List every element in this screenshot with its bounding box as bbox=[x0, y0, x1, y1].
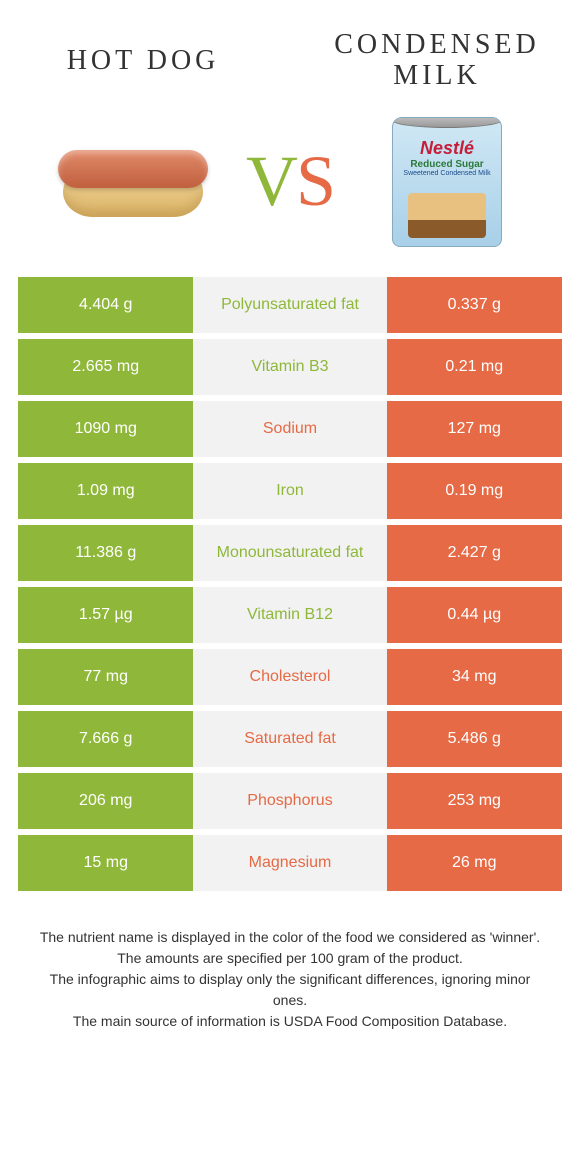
table-row: 206 mgPhosphorus253 mg bbox=[18, 773, 562, 829]
nutrient-name: Phosphorus bbox=[193, 773, 386, 829]
nutrient-table: 4.404 gPolyunsaturated fat0.337 g 2.665 m… bbox=[0, 277, 580, 891]
nutrient-name: Sodium bbox=[193, 401, 386, 457]
footer-notes: The nutrient name is displayed in the co… bbox=[0, 897, 580, 1032]
nutrient-name: Vitamin B3 bbox=[193, 339, 386, 395]
value-right: 0.337 g bbox=[387, 277, 562, 333]
title-left: Hot dog bbox=[30, 45, 256, 77]
nutrient-name: Cholesterol bbox=[193, 649, 386, 705]
table-row: 1.09 mgIron0.19 mg bbox=[18, 463, 562, 519]
footer-line: The amounts are specified per 100 gram o… bbox=[35, 948, 545, 969]
value-left: 2.665 mg bbox=[18, 339, 193, 395]
table-row: 77 mgCholesterol34 mg bbox=[18, 649, 562, 705]
value-left: 1.09 mg bbox=[18, 463, 193, 519]
table-row: 2.665 mgVitamin B30.21 mg bbox=[18, 339, 562, 395]
value-left: 11.386 g bbox=[18, 525, 193, 581]
footer-line: The main source of information is USDA F… bbox=[35, 1011, 545, 1032]
vs-label: VS bbox=[236, 140, 344, 223]
value-right: 253 mg bbox=[387, 773, 562, 829]
value-right: 26 mg bbox=[387, 835, 562, 891]
nutrient-name: Vitamin B12 bbox=[193, 587, 386, 643]
header: Hot dog Condensedmilk bbox=[0, 0, 580, 102]
value-right: 2.427 g bbox=[387, 525, 562, 581]
title-right: Condensedmilk bbox=[324, 30, 550, 92]
table-row: 4.404 gPolyunsaturated fat0.337 g bbox=[18, 277, 562, 333]
nutrient-name: Saturated fat bbox=[193, 711, 386, 767]
value-left: 15 mg bbox=[18, 835, 193, 891]
value-left: 77 mg bbox=[18, 649, 193, 705]
value-right: 5.486 g bbox=[387, 711, 562, 767]
hotdog-image bbox=[30, 112, 236, 252]
value-left: 7.666 g bbox=[18, 711, 193, 767]
can-image: Nestlé Reduced Sugar Sweetened Condensed… bbox=[344, 112, 550, 252]
table-row: 11.386 gMonounsaturated fat2.427 g bbox=[18, 525, 562, 581]
value-left: 1090 mg bbox=[18, 401, 193, 457]
value-left: 4.404 g bbox=[18, 277, 193, 333]
value-left: 206 mg bbox=[18, 773, 193, 829]
footer-line: The infographic aims to display only the… bbox=[35, 969, 545, 1011]
value-right: 34 mg bbox=[387, 649, 562, 705]
table-row: 15 mgMagnesium26 mg bbox=[18, 835, 562, 891]
footer-line: The nutrient name is displayed in the co… bbox=[35, 927, 545, 948]
table-row: 7.666 gSaturated fat5.486 g bbox=[18, 711, 562, 767]
nutrient-name: Polyunsaturated fat bbox=[193, 277, 386, 333]
value-right: 0.19 mg bbox=[387, 463, 562, 519]
nutrient-name: Magnesium bbox=[193, 835, 386, 891]
value-left: 1.57 µg bbox=[18, 587, 193, 643]
value-right: 0.21 mg bbox=[387, 339, 562, 395]
value-right: 127 mg bbox=[387, 401, 562, 457]
nutrient-name: Monounsaturated fat bbox=[193, 525, 386, 581]
nutrient-name: Iron bbox=[193, 463, 386, 519]
table-row: 1090 mgSodium127 mg bbox=[18, 401, 562, 457]
value-right: 0.44 µg bbox=[387, 587, 562, 643]
images-row: VS Nestlé Reduced Sugar Sweetened Conden… bbox=[0, 102, 580, 277]
table-row: 1.57 µgVitamin B120.44 µg bbox=[18, 587, 562, 643]
